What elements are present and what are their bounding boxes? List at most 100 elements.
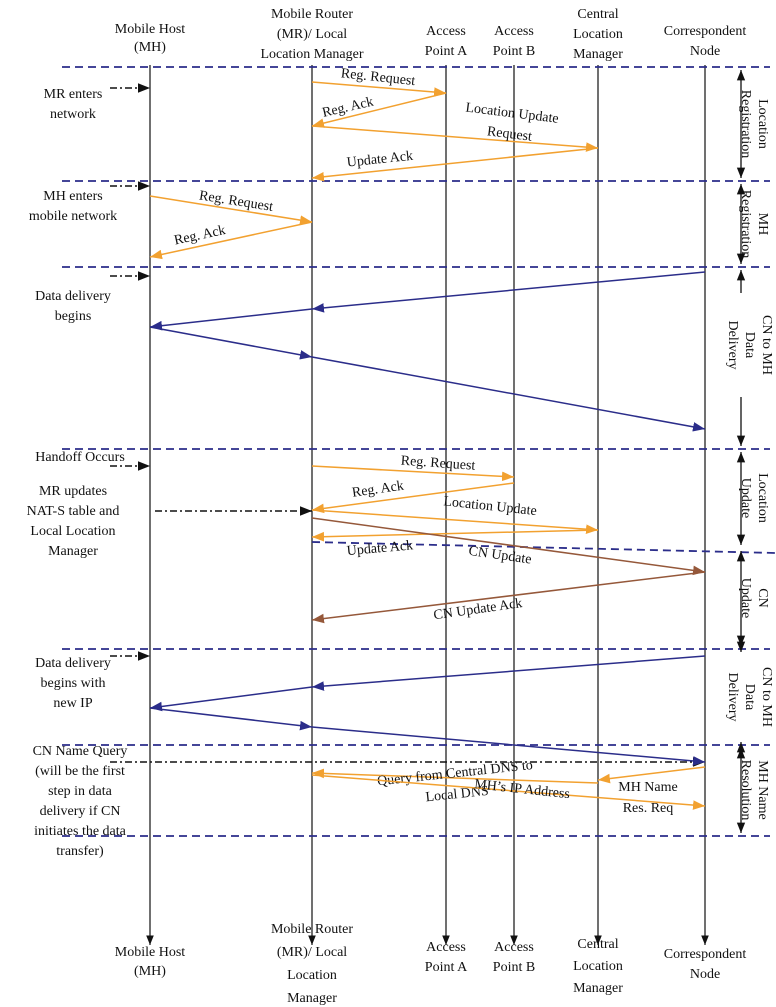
message-arrow: [149, 195, 313, 225]
phase-label: Registration: [738, 190, 753, 258]
phase-label: Update: [738, 478, 753, 518]
phase-label: MH Name: [755, 760, 770, 820]
message-arrow: [149, 707, 313, 731]
phase-label: Delivery: [725, 673, 740, 722]
participant-label: Access: [494, 940, 534, 955]
message-label: Location Update: [465, 101, 560, 127]
participant-label: Mobile Host: [115, 945, 186, 960]
message-label: Reg. Ack: [173, 223, 227, 249]
note: step in data: [48, 784, 113, 799]
message-label: Reg. Request: [400, 454, 476, 474]
participant-label: Correspondent: [664, 24, 747, 39]
message-arrow: [149, 221, 313, 260]
note: transfer): [56, 844, 104, 859]
phase-label: Location: [755, 99, 770, 149]
message-arrow: [311, 465, 515, 482]
note: begins with: [41, 676, 106, 691]
note: network: [50, 107, 96, 122]
message-arrow: [149, 686, 313, 712]
phase-label: CN: [755, 588, 770, 607]
message-label: Local DNS: [425, 784, 490, 806]
message-arrow: [597, 766, 706, 784]
participant-label: (MR)/ Local: [277, 945, 347, 960]
note: NAT-S table and: [27, 504, 120, 519]
note: MH enters: [43, 189, 103, 204]
note: MR enters: [44, 87, 103, 102]
phase-label: Location: [755, 473, 770, 523]
message-arrow: [311, 571, 706, 624]
participant-label: Correspondent: [664, 947, 747, 962]
participant-label: Location: [573, 959, 623, 974]
message-arrow: [149, 326, 313, 360]
note: new IP: [53, 696, 92, 711]
message-label: Reg. Ack: [351, 479, 405, 501]
note: initiates the data: [34, 824, 127, 839]
participant-label: Access: [494, 24, 534, 39]
participant-label: Central: [577, 7, 618, 22]
participant-label: Point B: [493, 960, 535, 975]
phase-label: Resolution: [738, 760, 753, 821]
phase-label: CN to MH: [759, 667, 774, 727]
note: Manager: [48, 544, 98, 559]
participant-label: Access: [426, 24, 466, 39]
message-arrow: [311, 147, 599, 182]
participant-label: Location Manager: [260, 47, 363, 62]
phase-label: Data: [742, 332, 757, 359]
participant-label: (MH): [134, 964, 166, 979]
phase-label: CN to MH: [759, 315, 774, 375]
phase-label: MH: [755, 213, 770, 236]
participant-label: Mobile Router: [271, 922, 353, 937]
participant-label: Point B: [493, 44, 535, 59]
phase-label: Delivery: [725, 321, 740, 370]
message-arrow: [311, 92, 447, 128]
note: mobile network: [29, 209, 117, 224]
participant-label: Manager: [573, 47, 623, 62]
note: Local Location: [30, 524, 115, 539]
note: MR updates: [39, 484, 107, 499]
participant-label: Central: [577, 937, 618, 952]
message-arrow: [311, 517, 706, 576]
message-arrow: [311, 509, 599, 534]
participant-label: Location: [573, 27, 623, 42]
note: CN Name Query: [33, 744, 128, 759]
message-arrow: [311, 271, 706, 313]
participant-label: Manager: [287, 991, 337, 1006]
note: Data delivery: [35, 656, 111, 671]
participant-label: Node: [690, 44, 720, 59]
participant-label: Mobile Router: [271, 7, 353, 22]
participant-label: (MR)/ Local: [277, 27, 347, 42]
message-arrow: [149, 308, 313, 331]
message-arrow: [311, 81, 447, 97]
note: delivery if CN: [40, 804, 121, 819]
message-arrow: [311, 774, 706, 810]
message-label: Res. Req: [623, 801, 674, 816]
message-arrow: [311, 125, 599, 152]
participant-label: Mobile Host: [115, 22, 186, 37]
message-label: Update Ack: [346, 538, 414, 559]
note: (will be the first: [35, 764, 125, 779]
note: begins: [55, 309, 92, 324]
phase-label: Registration: [738, 90, 753, 158]
message-arrow: [311, 529, 599, 542]
message-label: MH Name: [618, 780, 678, 795]
participant-label: Access: [426, 940, 466, 955]
message-arrow: [311, 726, 706, 766]
phase-label: Update: [738, 578, 753, 618]
participant-label: Point A: [425, 960, 468, 975]
message-arrow: [311, 356, 706, 432]
message-label: Location Update: [443, 494, 538, 519]
participant-label: Point A: [425, 44, 468, 59]
message-arrow: [311, 768, 599, 784]
participant-label: Node: [690, 967, 720, 982]
note: Data delivery: [35, 289, 111, 304]
participant-label: Location: [287, 968, 337, 983]
phase-label: Data: [742, 684, 757, 711]
message-label: Reg. Request: [198, 188, 274, 215]
message-label: Request: [486, 124, 533, 144]
message-arrow: [311, 482, 515, 514]
message-arrow: [311, 655, 706, 691]
participant-label: (MH): [134, 40, 166, 55]
participant-label: Manager: [573, 981, 623, 996]
message-label: Update Ack: [346, 149, 414, 171]
